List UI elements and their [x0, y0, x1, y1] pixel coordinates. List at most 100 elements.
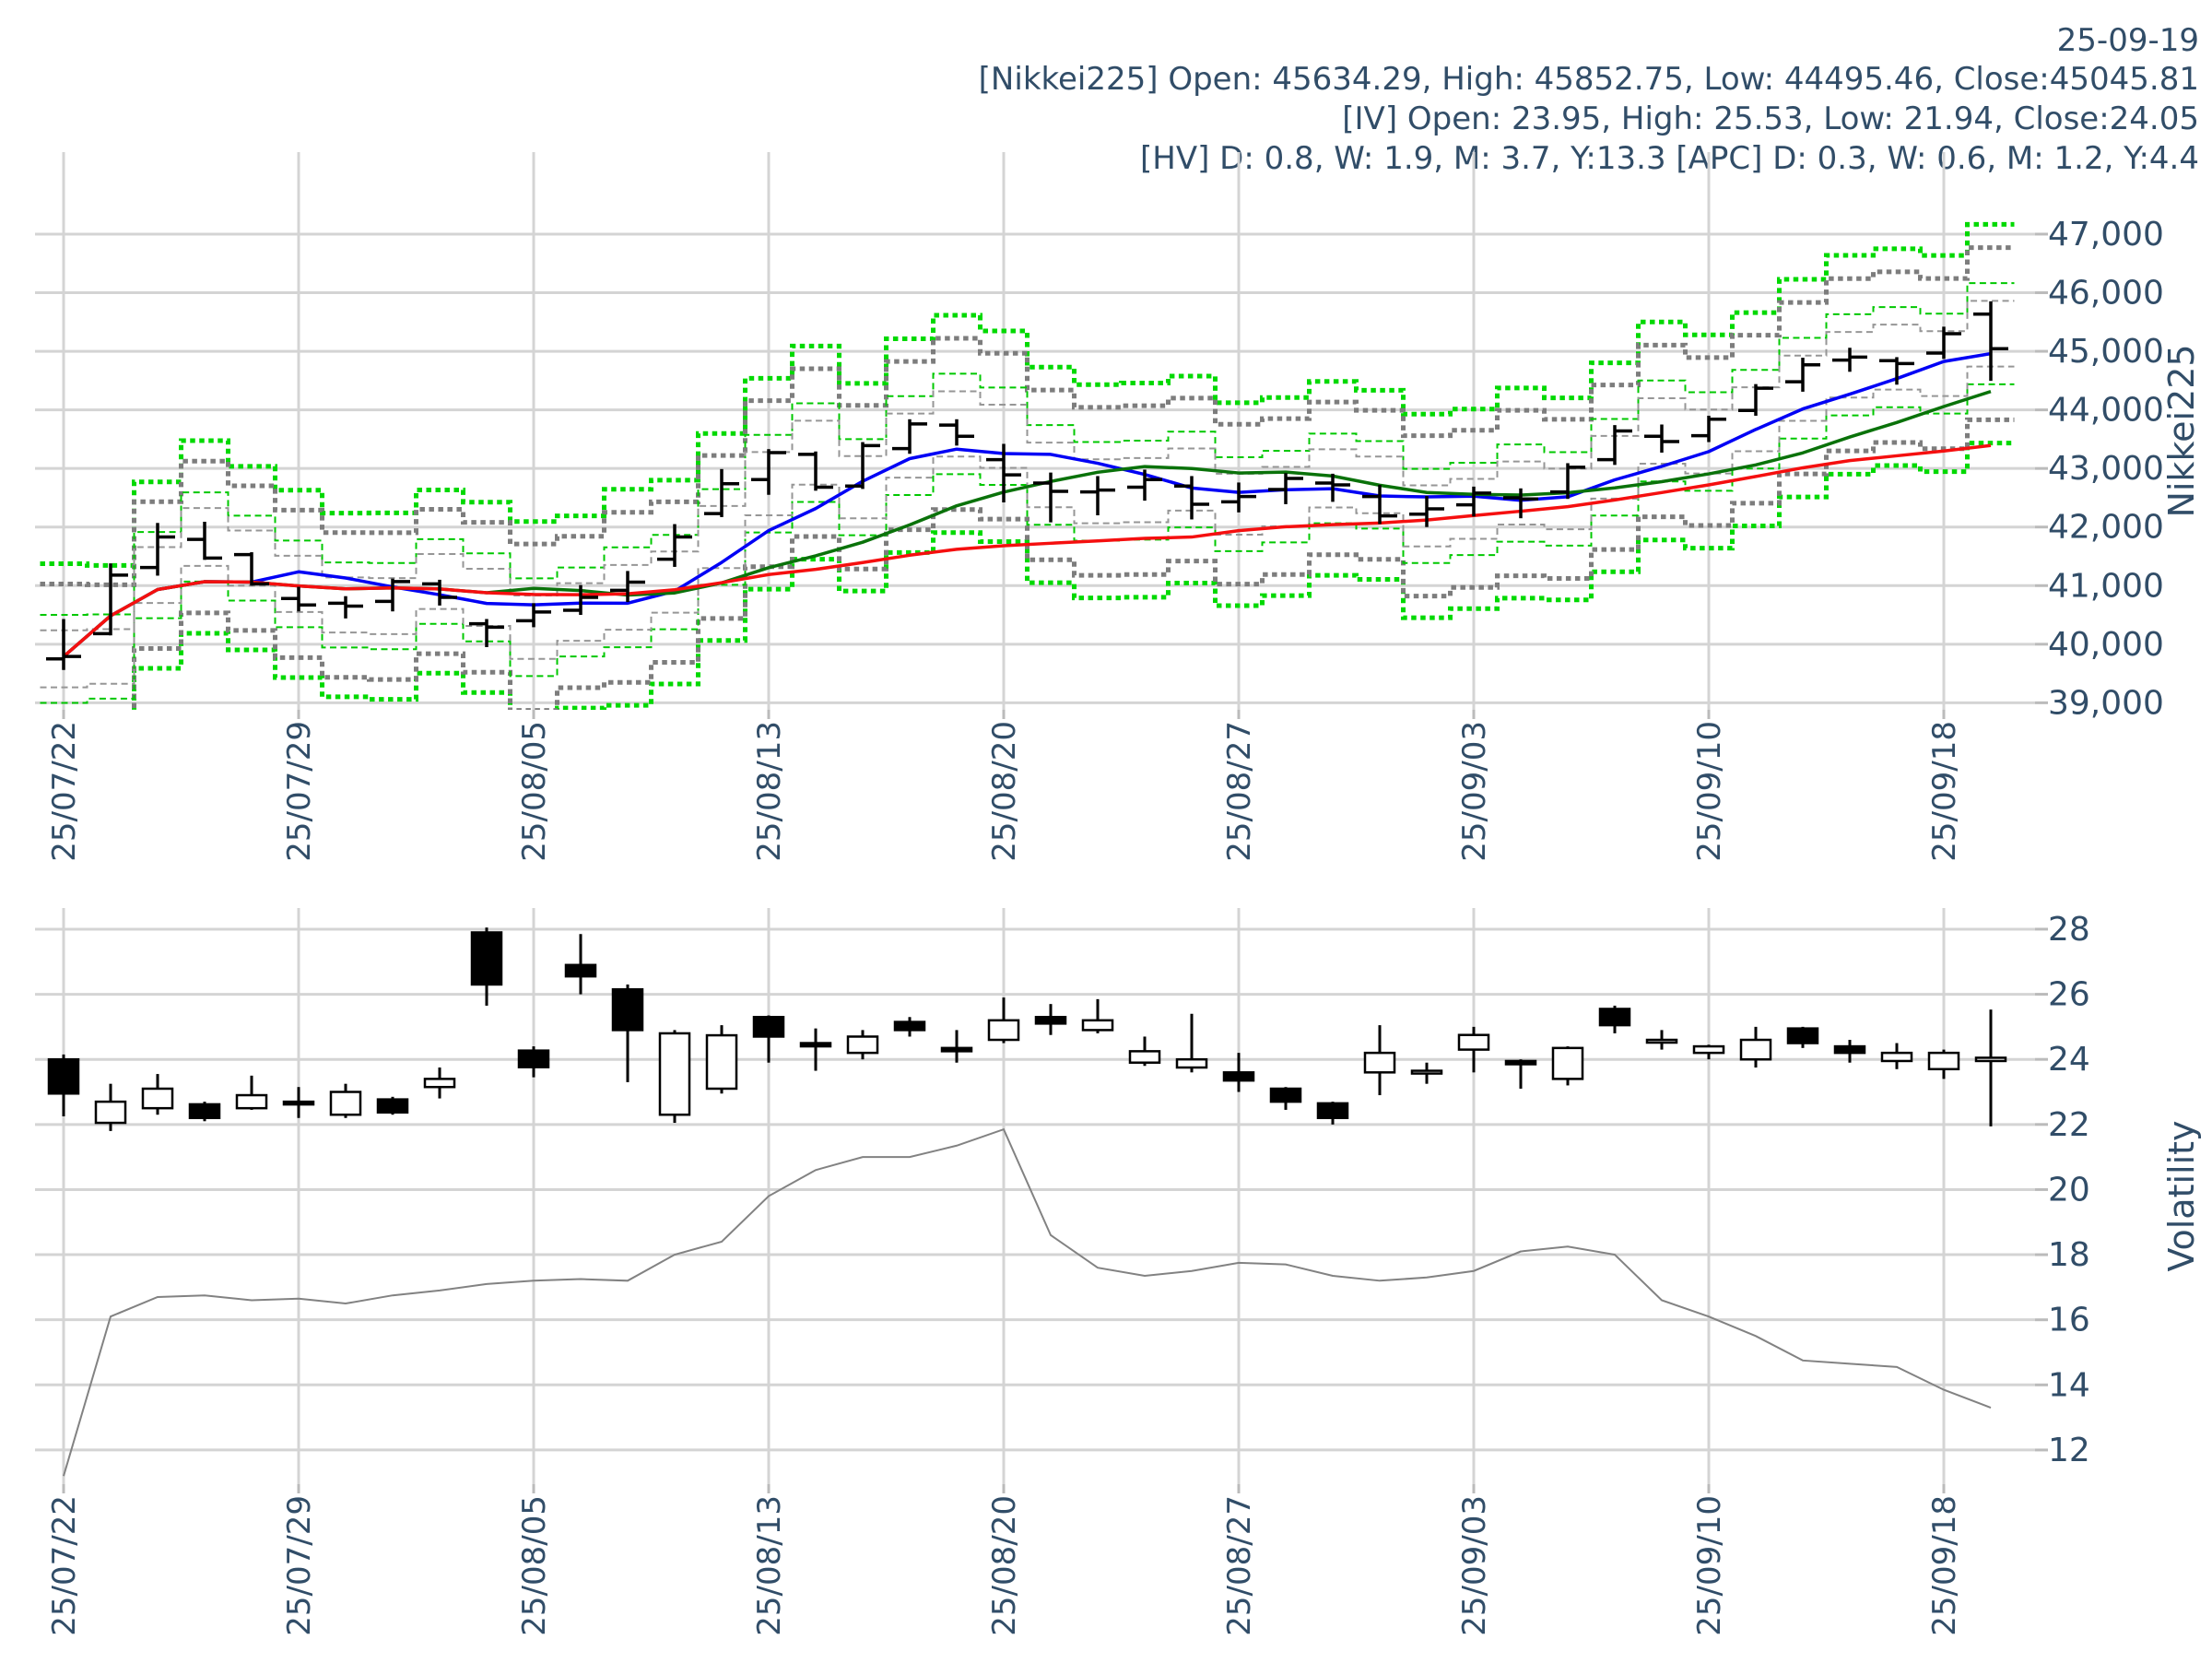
candle-body-down — [282, 1100, 315, 1106]
iv-candle — [1457, 1026, 1490, 1073]
x-tick-label: 25/08/20 — [986, 721, 1023, 862]
candle-body-up — [1974, 1056, 2007, 1063]
candle-body-down — [1786, 1027, 1819, 1044]
candle-body-down — [1598, 1008, 1631, 1027]
header-date: 25-09-19 — [2056, 22, 2199, 59]
iv-candle — [1692, 1044, 1725, 1060]
iv-candle — [1974, 1009, 2007, 1126]
nikkei-ohlc-bar — [1503, 488, 1538, 519]
y-tick-label: 22 — [2048, 1106, 2090, 1144]
iv-candle — [987, 997, 1020, 1044]
nikkei-ohlc-bar — [140, 523, 175, 576]
candle-body-up — [94, 1100, 127, 1125]
nikkei-ohlc-bar — [657, 524, 692, 567]
nikkei-ohlc-bar — [1550, 463, 1585, 500]
candle-body-down — [1222, 1071, 1255, 1082]
nikkei-ohlc-bar — [1080, 476, 1115, 516]
nikkei-ohlc-bar — [187, 522, 222, 560]
candle-body-down — [1034, 1016, 1067, 1025]
nikkei-ohlc-bar — [93, 563, 128, 636]
x-tick-label: 25/09/18 — [1926, 1495, 1963, 1636]
x-tick-label: 25/09/18 — [1926, 721, 1963, 862]
candle-body-down — [752, 1016, 785, 1038]
candle-body-up — [141, 1087, 174, 1110]
candle-body-up — [423, 1078, 456, 1089]
x-tick-label: 25/07/29 — [281, 1495, 318, 1636]
candle-body-down — [188, 1103, 221, 1120]
y-tick-label: 12 — [2048, 1432, 2090, 1469]
iv-candle — [1175, 1013, 1208, 1073]
ma-5d-line — [62, 351, 1992, 658]
y-tick-label: 45,000 — [2048, 333, 2164, 371]
nikkei-ohlc-bar — [892, 419, 927, 454]
candle-body-up — [1363, 1051, 1396, 1074]
candle-body-up — [1457, 1033, 1490, 1051]
nikkei-ohlc-bar — [1127, 469, 1162, 501]
nikkei-ohlc-bar — [1456, 486, 1491, 517]
iv-candle — [611, 984, 644, 1082]
nikkei-ohlc-bar — [328, 596, 363, 619]
nikkei-ohlc-bar — [1597, 425, 1632, 466]
nikkei-ohlc-bar — [751, 449, 786, 495]
y-tick-label: 24 — [2048, 1041, 2090, 1079]
y-tick-label: 43,000 — [2048, 450, 2164, 488]
nikkei-ohlc-bar — [1644, 424, 1679, 454]
y-tick-label: 44,000 — [2048, 392, 2164, 430]
iv-candle — [329, 1083, 362, 1118]
nikkei-ohlc-bar — [1926, 326, 1961, 360]
iv-candle — [1269, 1087, 1302, 1110]
band-green-thick-upper — [40, 221, 2015, 568]
iv-candle — [1504, 1059, 1537, 1089]
candle-body-down — [470, 931, 503, 986]
candle-body-up — [846, 1035, 879, 1055]
iv-candle — [282, 1087, 315, 1118]
iv-candle — [752, 1015, 785, 1063]
iv-candle — [470, 927, 503, 1006]
iv-candle — [1786, 1026, 1819, 1048]
nikkei-ohlc-bar — [798, 451, 833, 491]
hv-line — [63, 1127, 1992, 1477]
y-tick-label: 46,000 — [2048, 275, 2164, 313]
iv-candle — [1316, 1102, 1349, 1125]
nikkei-ohlc-bar — [1033, 472, 1068, 523]
iv-candle — [1034, 1004, 1067, 1035]
iv-candle — [658, 1030, 691, 1124]
nikkei-ohlc-bar — [46, 619, 81, 670]
band-gray-thick-lower — [132, 417, 2015, 710]
nikkei-ohlc-bar — [939, 419, 974, 446]
header-hv-apc: [HV] D: 0.8, W: 1.9, M: 3.7, Y:13.3 [APC… — [1140, 140, 2199, 177]
nikkei-ohlc-bar — [1691, 415, 1726, 442]
band-green-thick-lower — [132, 441, 2015, 710]
nikkei-ohlc-bar — [1362, 484, 1397, 525]
nikkei-ohlc-bar — [610, 571, 645, 603]
y-tick-label: 16 — [2048, 1302, 2090, 1339]
candle-body-up — [1128, 1050, 1161, 1064]
y-tick-label: 20 — [2048, 1171, 2090, 1209]
nikkei-ohlc-bar — [516, 603, 551, 628]
band-gray-thin-upper — [40, 300, 2015, 631]
x-tick-label: 25/09/03 — [1456, 721, 1493, 862]
iv-candle — [1363, 1025, 1396, 1096]
nikkei-ohlc-bar — [375, 578, 410, 612]
y-tick-label: 14 — [2048, 1366, 2090, 1404]
iv-candle — [1551, 1046, 1584, 1086]
plot-area — [47, 927, 2007, 1477]
header-nikkei-ohlc: [Nikkei225] Open: 45634.29, High: 45852.… — [978, 61, 2199, 98]
candle-body-up — [987, 1019, 1020, 1042]
iv-candle — [1927, 1049, 1960, 1079]
x-tick-label: 25/08/13 — [751, 721, 788, 862]
iv-candle — [940, 1030, 973, 1063]
candle-body-up — [658, 1032, 691, 1116]
iv-candle — [846, 1030, 879, 1060]
candle-body-down — [47, 1057, 80, 1095]
candle-body-down — [940, 1046, 973, 1053]
candle-body-up — [1739, 1038, 1772, 1061]
volatility-axis-title: Volatility — [2161, 1120, 2202, 1271]
x-tick-label: 25/08/05 — [516, 721, 553, 862]
iv-candle — [1739, 1026, 1772, 1068]
candle-body-down — [799, 1042, 832, 1048]
candle-body-up — [1880, 1051, 1913, 1063]
x-tick-label: 25/09/10 — [1691, 1495, 1728, 1636]
candle-body-down — [1504, 1059, 1537, 1066]
